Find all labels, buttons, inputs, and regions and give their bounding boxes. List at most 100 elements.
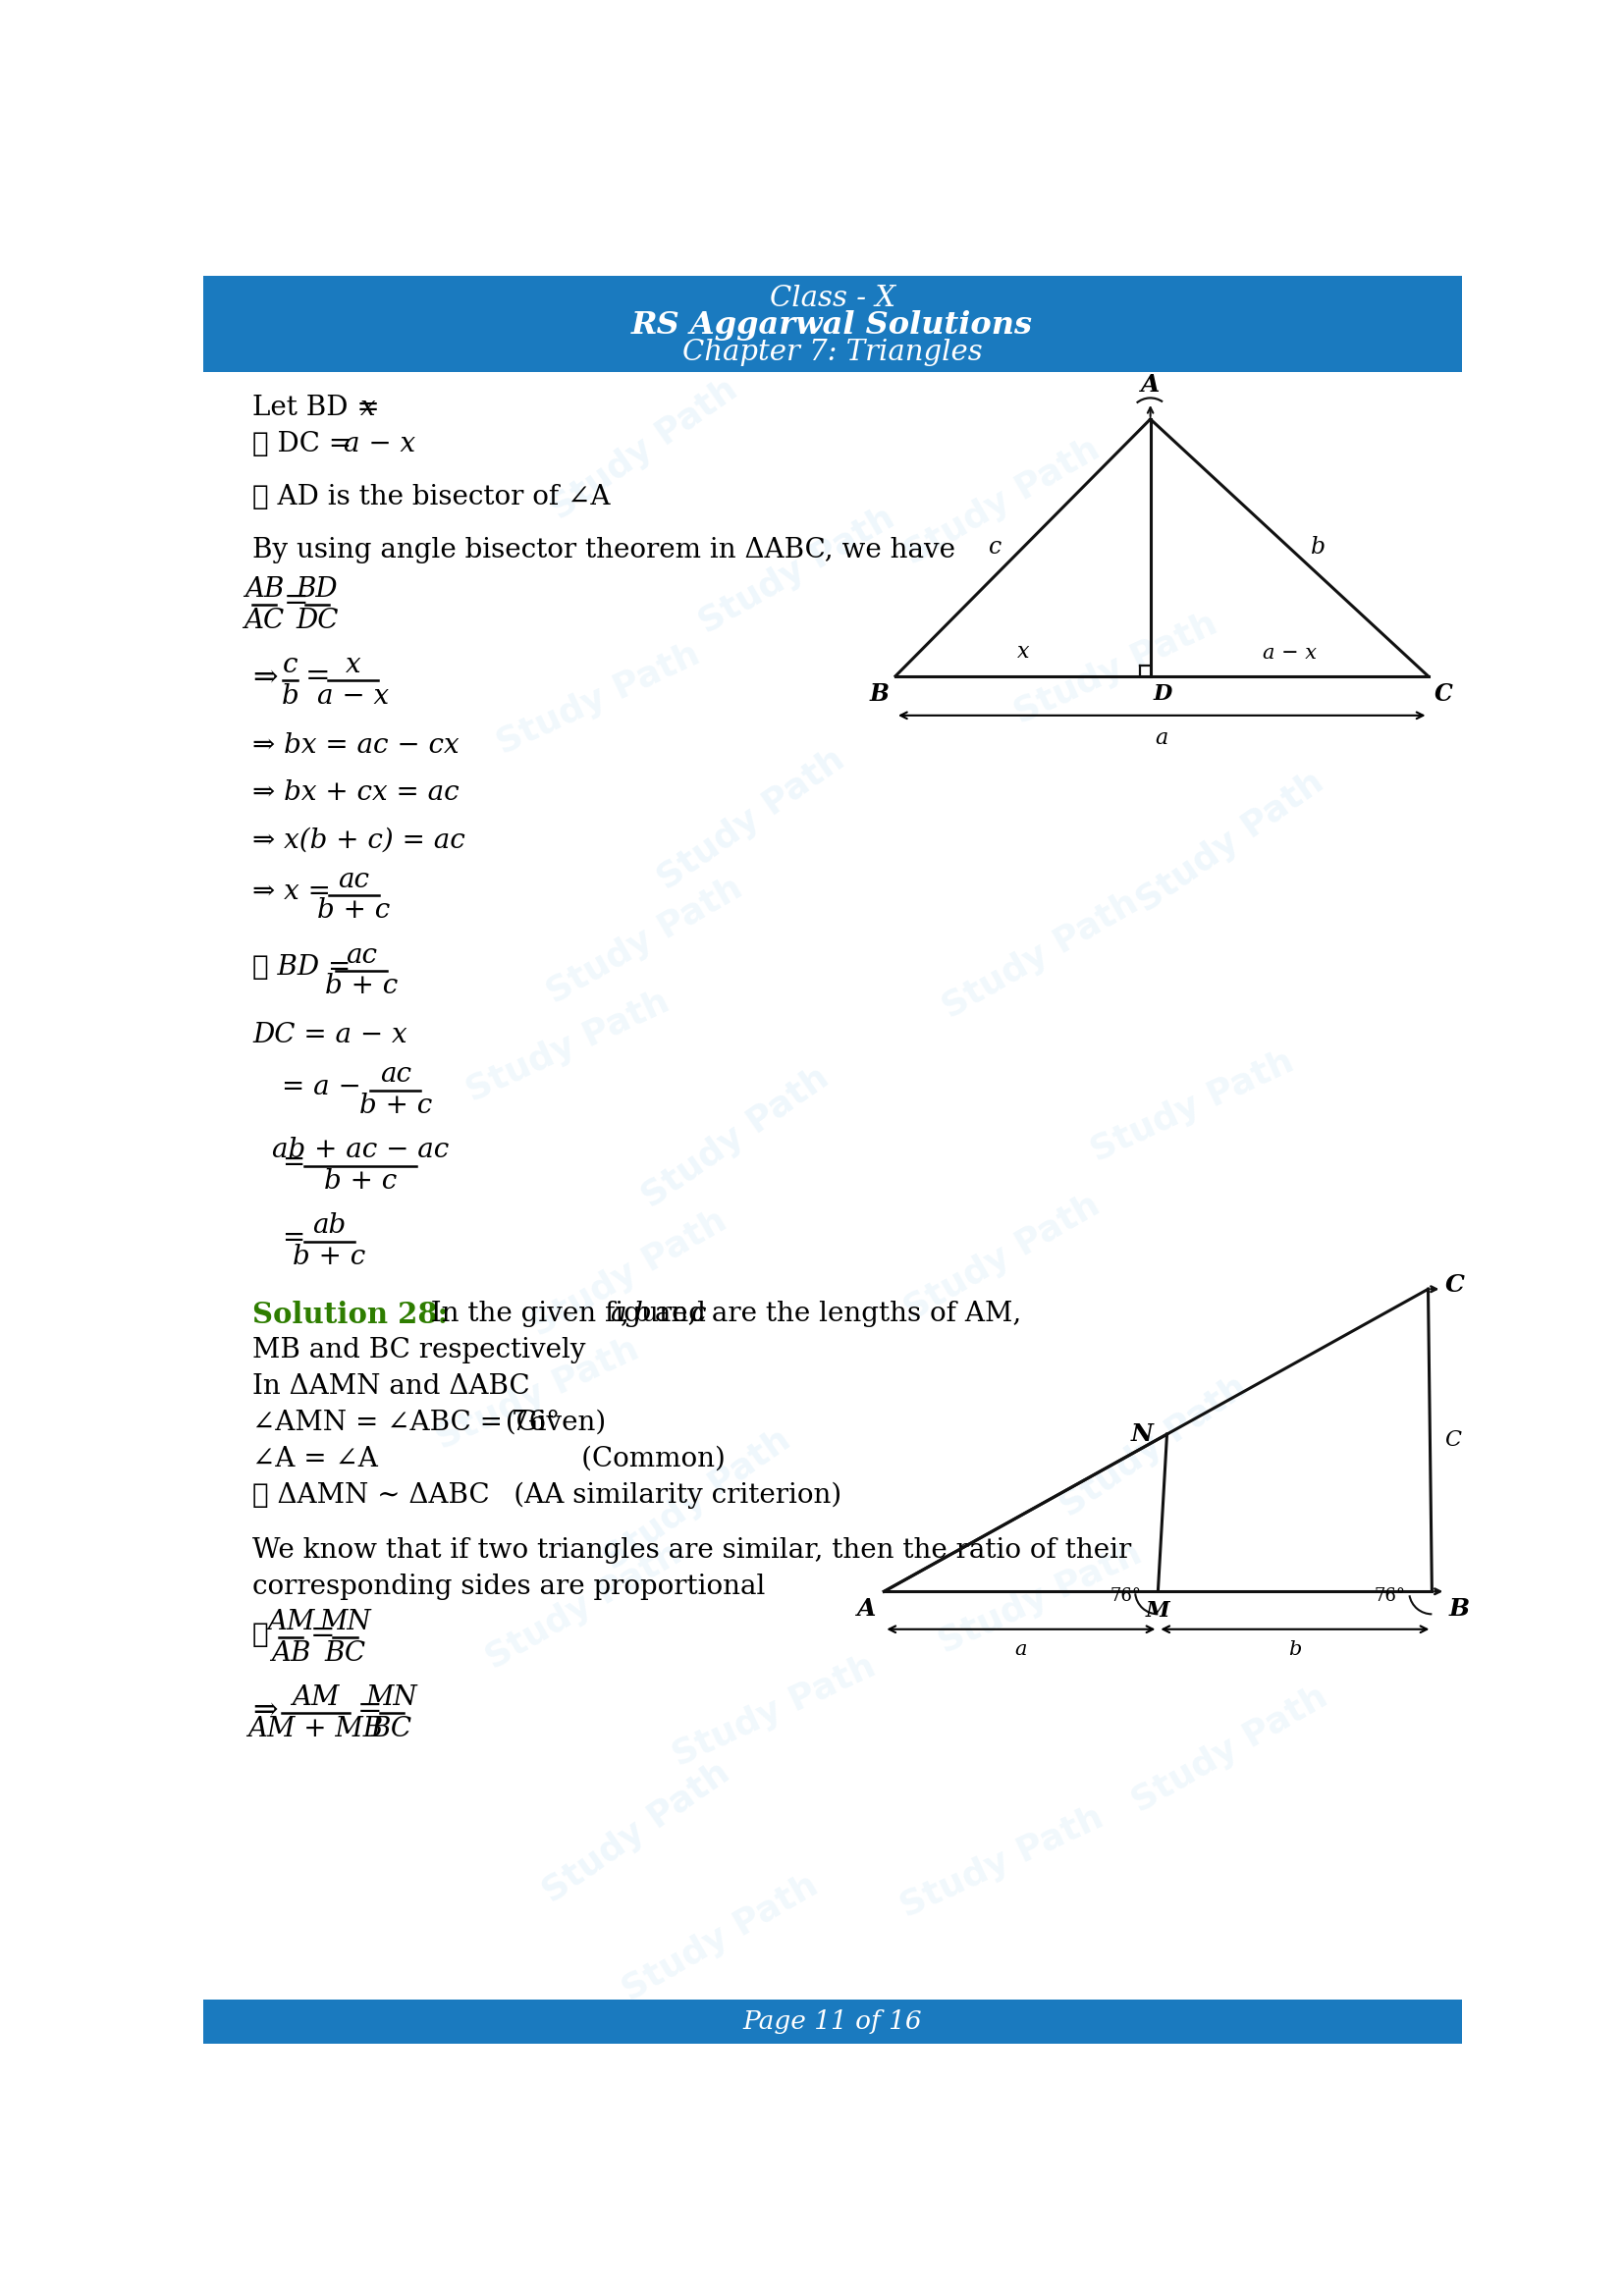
Text: Class - X: Class - X — [770, 285, 895, 312]
Text: a − x: a − x — [344, 432, 416, 457]
Text: c: c — [283, 652, 297, 677]
Text: ab + ac − ac: ab + ac − ac — [271, 1137, 448, 1164]
Text: and: and — [646, 1300, 715, 1327]
Text: Study Path: Study Path — [693, 501, 900, 641]
Text: (Given): (Given) — [489, 1410, 606, 1435]
Text: ∠A = ∠A: ∠A = ∠A — [252, 1446, 378, 1472]
Text: C: C — [1434, 682, 1452, 705]
Text: Study Path: Study Path — [544, 372, 744, 526]
Text: MN: MN — [320, 1609, 370, 1635]
Text: Study Path: Study Path — [1054, 1371, 1254, 1525]
Text: ⇒ bx + cx = ac: ⇒ bx + cx = ac — [252, 781, 460, 806]
Text: x: x — [1017, 641, 1030, 664]
Text: A: A — [857, 1598, 877, 1621]
Text: We know that if two triangles are similar, then the ratio of their: We know that if two triangles are simila… — [252, 1536, 1132, 1564]
Text: c: c — [692, 1300, 706, 1327]
Text: Study Path: Study Path — [461, 985, 676, 1109]
Text: D: D — [1153, 684, 1173, 705]
Text: Study Path: Study Path — [617, 1869, 823, 2009]
Text: Study Path: Study Path — [492, 638, 705, 760]
Text: b + c: b + c — [325, 974, 398, 999]
Text: M: M — [1147, 1600, 1169, 1621]
Text: B: B — [870, 682, 890, 705]
Text: a: a — [1015, 1639, 1026, 1658]
Text: b: b — [635, 1300, 651, 1327]
Text: ∵ AD is the bisector of ∠A: ∵ AD is the bisector of ∠A — [252, 484, 611, 510]
Bar — [203, 2000, 1462, 2043]
Text: =: = — [310, 1619, 336, 1649]
Text: x: x — [346, 652, 361, 677]
Text: By using angle bisector theorem in ΔABC, we have: By using angle bisector theorem in ΔABC,… — [252, 537, 955, 563]
Text: are the lengths of AM,: are the lengths of AM, — [703, 1300, 1021, 1327]
Text: ∴ DC =: ∴ DC = — [252, 432, 361, 457]
Text: AM + MB: AM + MB — [247, 1715, 383, 1743]
Text: AC: AC — [244, 608, 284, 634]
Text: a: a — [1155, 728, 1168, 748]
Text: Study Path: Study Path — [1085, 1045, 1299, 1169]
Text: MB and BC respectively: MB and BC respectively — [252, 1336, 586, 1364]
Text: =: = — [281, 1150, 304, 1176]
Text: 76°: 76° — [1374, 1587, 1406, 1605]
Text: C: C — [1445, 1274, 1465, 1297]
Text: ⇒ x =: ⇒ x = — [252, 879, 331, 905]
Text: Study Path: Study Path — [637, 1061, 835, 1215]
Text: b: b — [1288, 1639, 1301, 1658]
Text: Study Path: Study Path — [937, 886, 1143, 1026]
Text: a − x: a − x — [317, 682, 390, 709]
Text: Study Path: Study Path — [934, 1536, 1147, 1660]
Text: ⇒ x(b + c) = ac: ⇒ x(b + c) = ac — [252, 827, 466, 854]
Text: ⇒ bx = ac − cx: ⇒ bx = ac − cx — [252, 732, 460, 758]
Text: ,: , — [620, 1300, 638, 1327]
Text: Study Path: Study Path — [651, 744, 851, 895]
Text: Study Path: Study Path — [895, 1800, 1109, 1924]
Text: Page 11 of 16: Page 11 of 16 — [742, 2009, 922, 2034]
Text: b + c: b + c — [359, 1093, 432, 1118]
Text: b: b — [281, 682, 299, 709]
Text: Study Path: Study Path — [541, 870, 749, 1010]
Text: Study Path: Study Path — [526, 1203, 732, 1343]
Text: =: = — [305, 661, 331, 691]
Text: AM: AM — [292, 1685, 339, 1711]
Text: ab: ab — [312, 1212, 346, 1240]
Text: Let BD =: Let BD = — [252, 395, 388, 422]
Text: Study Path: Study Path — [479, 1536, 687, 1676]
Text: Study Path: Study Path — [898, 1189, 1106, 1327]
Text: ∠AMN = ∠ABC = 76°: ∠AMN = ∠ABC = 76° — [252, 1410, 560, 1435]
Text: ∴ BD =: ∴ BD = — [252, 955, 351, 980]
Text: =: = — [284, 585, 309, 618]
Text: ac: ac — [380, 1061, 411, 1088]
Text: a − x: a − x — [1262, 643, 1315, 664]
Text: In ΔAMN and ΔABC: In ΔAMN and ΔABC — [252, 1373, 529, 1401]
Text: MN: MN — [365, 1685, 417, 1711]
Text: Study Path: Study Path — [430, 1332, 645, 1456]
Text: ⇒: ⇒ — [252, 1694, 278, 1724]
Text: A: A — [1142, 372, 1160, 397]
Text: DC = a − x: DC = a − x — [252, 1022, 408, 1049]
Text: corresponding sides are proportional: corresponding sides are proportional — [252, 1573, 765, 1600]
Bar — [203, 276, 1462, 372]
Text: AB: AB — [245, 576, 284, 604]
Text: b + c: b + c — [292, 1244, 365, 1270]
Text: BD: BD — [296, 576, 338, 604]
Text: AB: AB — [271, 1639, 310, 1667]
Text: a: a — [611, 1300, 627, 1327]
Text: Study Path: Study Path — [1127, 1681, 1333, 1818]
Text: C: C — [1445, 1430, 1462, 1451]
Text: b + c: b + c — [323, 1169, 396, 1194]
Text: Study Path: Study Path — [667, 1651, 880, 1773]
Text: b: b — [1311, 537, 1325, 558]
Text: Study Path: Study Path — [1130, 765, 1330, 918]
Text: =: = — [357, 1694, 382, 1724]
Text: =: = — [281, 1226, 304, 1251]
Text: ∵ ΔAMN ∼ ΔABC: ∵ ΔAMN ∼ ΔABC — [252, 1481, 490, 1508]
Text: BC: BC — [370, 1715, 412, 1743]
Text: Study Path: Study Path — [1009, 606, 1223, 730]
Text: x: x — [361, 395, 375, 422]
Text: Study Path: Study Path — [538, 1756, 737, 1910]
Text: B: B — [1449, 1598, 1470, 1621]
Text: In the given figure,: In the given figure, — [414, 1300, 706, 1327]
Text: 76°: 76° — [1111, 1587, 1142, 1605]
Text: Chapter 7: Triangles: Chapter 7: Triangles — [682, 340, 983, 367]
Text: RS Aggarwal Solutions: RS Aggarwal Solutions — [632, 310, 1033, 340]
Text: Study Path: Study Path — [598, 1424, 797, 1577]
